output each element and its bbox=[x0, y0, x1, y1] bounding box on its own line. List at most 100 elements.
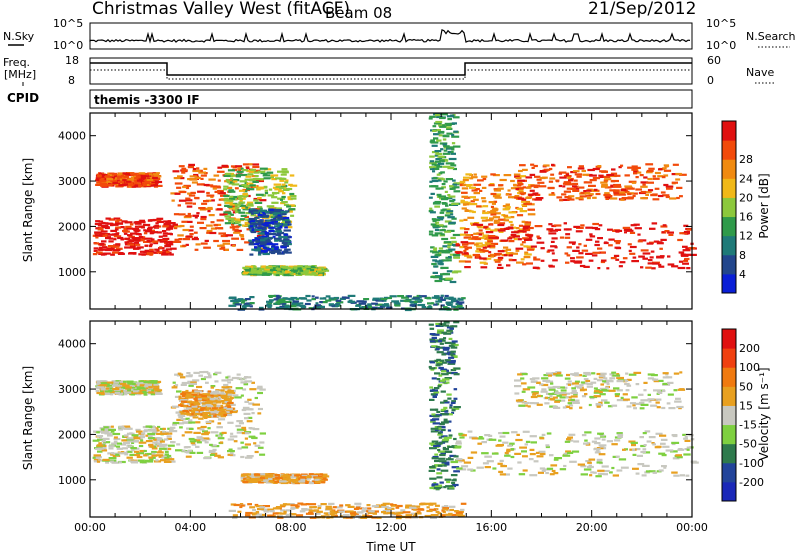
data-cell bbox=[257, 227, 265, 230]
data-cell bbox=[547, 249, 555, 252]
data-cell bbox=[246, 420, 253, 423]
data-cell bbox=[440, 266, 449, 269]
data-cell bbox=[145, 230, 151, 233]
data-cell bbox=[132, 227, 140, 230]
data-cell bbox=[206, 191, 210, 195]
data-cell bbox=[434, 504, 440, 507]
data-cell bbox=[677, 448, 685, 451]
data-cell bbox=[178, 213, 186, 216]
data-cell bbox=[272, 250, 280, 253]
data-cell bbox=[268, 294, 276, 298]
data-cell bbox=[144, 383, 153, 386]
data-cell bbox=[242, 224, 249, 227]
data-cell bbox=[503, 219, 509, 222]
data-cell bbox=[658, 452, 666, 455]
data-cell bbox=[176, 186, 182, 189]
data-cell bbox=[120, 238, 124, 241]
data-cell bbox=[609, 471, 613, 474]
data-cell bbox=[512, 235, 520, 238]
data-cell bbox=[185, 199, 193, 202]
data-cell bbox=[138, 225, 143, 228]
data-cell bbox=[251, 436, 258, 440]
data-cell bbox=[508, 196, 516, 199]
data-cell bbox=[241, 184, 247, 187]
data-cell bbox=[550, 173, 555, 176]
data-cell bbox=[241, 408, 247, 412]
freq-label: Freq. bbox=[3, 56, 30, 69]
data-cell bbox=[102, 246, 108, 249]
data-cell bbox=[484, 455, 492, 458]
data-cell bbox=[440, 401, 445, 404]
data-cell bbox=[262, 227, 267, 230]
data-cell bbox=[438, 339, 446, 342]
data-cell bbox=[436, 468, 441, 471]
data-cell bbox=[654, 187, 660, 190]
data-cell bbox=[649, 256, 654, 259]
data-cell bbox=[98, 459, 106, 462]
data-cell bbox=[438, 323, 447, 326]
data-cell bbox=[563, 190, 571, 193]
data-cell bbox=[282, 223, 288, 226]
data-cell bbox=[604, 192, 610, 195]
data-cell bbox=[448, 157, 457, 161]
data-cell bbox=[580, 473, 588, 476]
data-cell bbox=[358, 516, 362, 519]
data-cell bbox=[477, 179, 484, 182]
data-cell bbox=[462, 243, 469, 246]
data-cell bbox=[461, 245, 468, 248]
data-cell bbox=[518, 224, 524, 227]
data-cell bbox=[232, 211, 237, 214]
data-cell bbox=[522, 469, 528, 472]
data-cell bbox=[113, 440, 118, 443]
data-cell bbox=[146, 452, 153, 456]
data-cell bbox=[522, 227, 526, 230]
data-cell bbox=[539, 170, 547, 173]
data-cell bbox=[466, 201, 471, 204]
data-cell bbox=[431, 218, 437, 221]
data-cell bbox=[461, 297, 466, 300]
data-cell bbox=[459, 436, 465, 439]
data-cell bbox=[214, 454, 221, 457]
data-cell bbox=[460, 182, 465, 185]
data-cell bbox=[143, 454, 148, 457]
data-cell bbox=[221, 409, 225, 412]
data-cell bbox=[431, 262, 437, 266]
data-cell bbox=[254, 228, 263, 231]
data-cell bbox=[446, 132, 453, 135]
data-cell bbox=[610, 184, 615, 187]
data-cell bbox=[435, 120, 443, 124]
data-cell bbox=[445, 513, 452, 516]
data-cell bbox=[493, 219, 501, 222]
data-cell bbox=[246, 376, 252, 379]
data-cell bbox=[244, 432, 250, 435]
data-cell bbox=[274, 239, 279, 242]
data-cell bbox=[273, 294, 280, 297]
data-cell bbox=[225, 404, 231, 407]
data-cell bbox=[671, 441, 680, 444]
data-cell bbox=[597, 267, 601, 270]
data-cell bbox=[272, 243, 279, 246]
data-cell bbox=[105, 182, 111, 185]
data-cell bbox=[280, 300, 287, 304]
data-cell bbox=[322, 475, 330, 478]
data-cell bbox=[166, 228, 171, 231]
data-cell bbox=[181, 171, 186, 174]
data-cell bbox=[281, 183, 286, 186]
data-cell bbox=[182, 238, 191, 241]
data-cell bbox=[433, 391, 440, 394]
data-cell bbox=[448, 359, 456, 363]
data-cell bbox=[236, 373, 241, 376]
data-cell bbox=[493, 221, 500, 224]
data-cell bbox=[559, 468, 567, 471]
data-cell bbox=[493, 189, 501, 192]
data-cell bbox=[627, 192, 632, 196]
data-cell bbox=[505, 252, 514, 255]
data-cell bbox=[207, 427, 211, 430]
data-cell bbox=[473, 173, 477, 176]
nsky-tick-bottom: 10^0 bbox=[53, 39, 83, 52]
data-cell bbox=[438, 450, 446, 453]
data-cell bbox=[260, 479, 265, 482]
data-cell bbox=[143, 389, 152, 392]
data-cell bbox=[482, 205, 489, 208]
data-cell bbox=[549, 454, 554, 457]
